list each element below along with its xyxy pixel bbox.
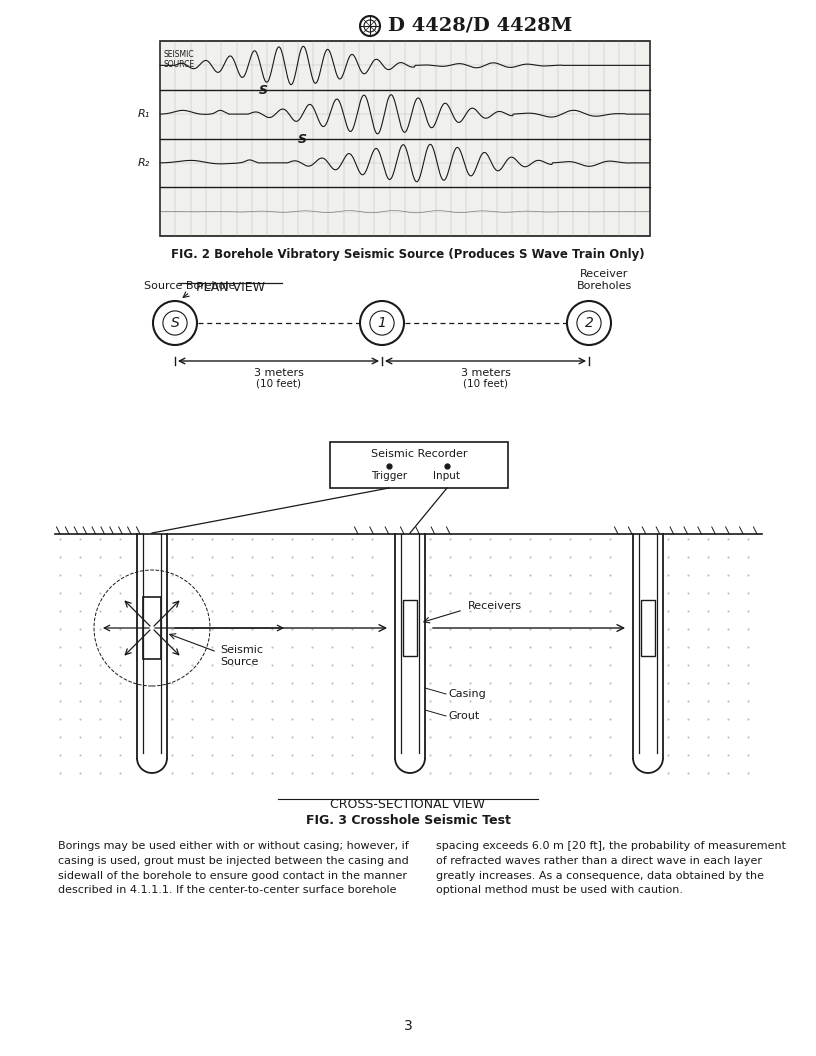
Bar [160,41,650,235]
Text: 3 meters: 3 meters [460,367,511,378]
Text: CROSS-SECTIONAL VIEW: CROSS-SECTIONAL VIEW [330,798,486,811]
Bar [641,600,655,656]
Text: Borings may be used either with or without casing; however, if
casing is used, g: Borings may be used either with or witho… [58,841,409,895]
Bar [403,600,417,656]
Text: Trigger: Trigger [371,471,407,480]
Text: (10 feet): (10 feet) [463,379,508,389]
Text: S: S [298,133,307,146]
Text: Seismic Recorder: Seismic Recorder [370,449,468,459]
Text: 3: 3 [404,1019,412,1033]
Text: (10 feet): (10 feet) [256,379,301,389]
Text: D 4428/D 4428M: D 4428/D 4428M [388,17,572,35]
Text: S: S [259,84,268,97]
Bar [143,597,161,659]
Text: R₁: R₁ [138,109,150,119]
Text: Receiver
Boreholes: Receiver Boreholes [576,268,632,291]
Text: SEISMIC
SOURCE: SEISMIC SOURCE [164,50,195,69]
Text: spacing exceeds 6.0 m [20 ft], the probability of measurement
of refracted waves: spacing exceeds 6.0 m [20 ft], the proba… [436,841,786,895]
Text: FIG. 3 Crosshole Seismic Test: FIG. 3 Crosshole Seismic Test [305,814,511,827]
Bar [330,442,508,488]
Text: 1: 1 [378,316,387,329]
Text: Receivers: Receivers [468,601,522,611]
Text: PLAN VIEW: PLAN VIEW [196,281,264,294]
Text: R₂: R₂ [138,158,150,168]
Text: S: S [171,316,180,329]
Text: FIG. 2 Borehole Vibratory Seismic Source (Produces S Wave Train Only): FIG. 2 Borehole Vibratory Seismic Source… [171,248,645,261]
Text: Source Borehole: Source Borehole [144,281,236,291]
Text: Grout: Grout [448,711,479,721]
Text: Seismic
Source: Seismic Source [220,645,263,667]
Text: Input: Input [433,471,460,480]
Text: 2: 2 [584,316,593,329]
Text: 3 meters: 3 meters [254,367,304,378]
Text: Casing: Casing [448,689,486,699]
